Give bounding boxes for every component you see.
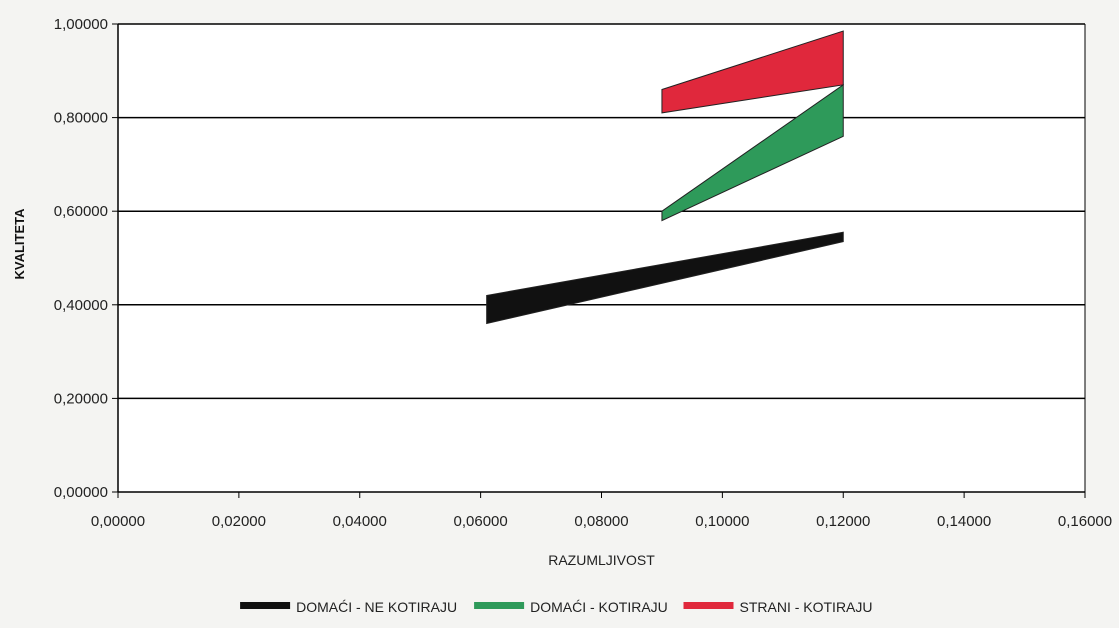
x-tick-label: 0,14000 [937,513,991,530]
series-band-3 [661,30,844,114]
legend: DOMAĆI - NE KOTIRAJU DOMAĆI - KOTIRAJU STR… [240,599,873,615]
legend-label-3: STRANI - KOTIRAJU [740,599,873,615]
x-tick-label: 0,04000 [333,513,387,530]
y-tick-label: 0,80000 [54,110,108,127]
legend-swatch-2 [474,602,525,609]
y-tick-label: 0,00000 [54,484,108,501]
y-tick-label: 0,60000 [54,203,108,220]
legend-label-2: DOMAĆI - KOTIRAJU [530,599,668,615]
x-tick-label: 0,10000 [695,513,749,530]
x-axis-title: RAZUMLJIVOST [548,552,655,568]
tick-labels: 0,00000 0,20000 0,40000 0,60000 0,80000 1,000… [54,16,1112,530]
y-axis-title: KVALITETA [12,208,27,280]
x-tick-label: 0,02000 [212,513,266,530]
grid [118,23,1085,492]
series-layer [486,30,844,325]
axes [112,23,1086,498]
x-tick-label: 0,16000 [1058,513,1112,530]
legend-label-1: DOMAĆI - NE KOTIRAJU [296,599,457,615]
x-tick-label: 0,08000 [574,513,628,530]
y-tick-label: 0,20000 [54,390,108,407]
x-tick-label: 0,06000 [454,513,508,530]
legend-swatch-1 [240,602,291,609]
x-tick-label: 0,12000 [816,513,870,530]
legend-swatch-3 [683,602,734,609]
y-tick-label: 0,40000 [54,297,108,314]
series-band-2 [661,83,844,222]
series-band-1 [486,231,844,325]
plot-area [118,24,1085,492]
y-tick-label: 1,00000 [54,16,108,33]
x-tick-label: 0,00000 [91,513,145,530]
